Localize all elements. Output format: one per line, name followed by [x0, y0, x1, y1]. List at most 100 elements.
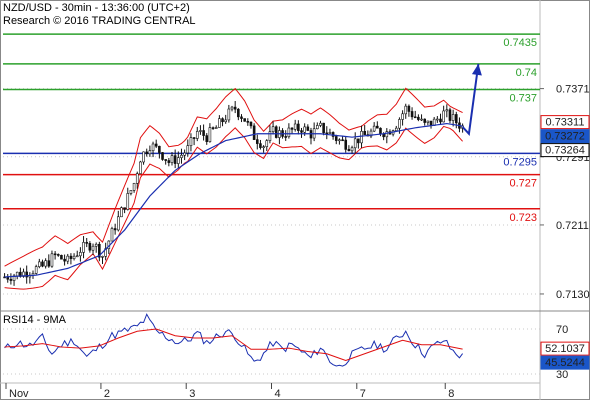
levels: 0.7435 0.74 0.737 0.7295 0.727 0.723 [3, 33, 540, 224]
price-badge-label: 0.73272 [545, 131, 585, 143]
rsi-tick-label: 70 [556, 324, 568, 336]
candle-body [69, 255, 73, 259]
candle-body [379, 127, 382, 135]
candle-body [442, 110, 445, 123]
candle-body [148, 150, 152, 155]
candle-body [410, 111, 414, 118]
candle-body [341, 139, 344, 142]
candle-body [183, 152, 186, 156]
candle-body [116, 216, 120, 231]
x-tick-label: Nov [9, 388, 29, 400]
candle-body [265, 140, 269, 147]
bollinger-bands [4, 87, 463, 290]
candle-body [173, 155, 177, 164]
candle-body [53, 253, 57, 256]
candle-body [221, 118, 224, 123]
candle-body [454, 114, 458, 124]
candle-body [88, 242, 92, 251]
candle-body [306, 126, 310, 131]
candle-body [139, 161, 142, 174]
candle-body [325, 132, 329, 135]
x-tick-labels: Nov 2 3 4 7 8 [5, 383, 454, 400]
candle-body [113, 228, 117, 231]
candle-body [214, 127, 218, 129]
candle-body [331, 132, 335, 137]
candle-body [145, 151, 149, 155]
candle-body [47, 260, 51, 267]
candle-body [82, 242, 85, 253]
candle-body [300, 130, 303, 133]
candle-body [167, 160, 171, 163]
candle-body [401, 113, 404, 120]
projection-line [461, 63, 480, 137]
candle-body [161, 152, 164, 160]
candle-body [25, 271, 28, 278]
candle-body [101, 256, 104, 258]
candle-body [224, 119, 227, 123]
candle-body [41, 261, 44, 267]
level-label: 0.7295 [503, 156, 537, 168]
candle-body [120, 207, 123, 218]
candle-body [72, 255, 76, 259]
candle-body [293, 123, 297, 130]
price-tick-label: 0.7130 [556, 289, 590, 301]
candle-body [151, 143, 155, 152]
candle-body [439, 118, 442, 123]
candle-body [319, 122, 322, 126]
candle-body [394, 127, 398, 131]
candle-body [50, 253, 54, 267]
price-badge [540, 115, 590, 130]
level-label: 0.727 [509, 178, 537, 190]
candle-body [60, 254, 63, 260]
candle-body [423, 118, 427, 123]
moving-average [4, 122, 463, 278]
candle-body [211, 127, 215, 129]
candle-body [94, 243, 98, 247]
candle-body [350, 147, 354, 152]
candle-body [369, 130, 373, 137]
candle-body [363, 130, 366, 135]
candle-body [38, 261, 41, 267]
candle-body [79, 252, 82, 257]
price-badge-label: 0.73264 [545, 145, 585, 157]
price-badge [540, 143, 590, 158]
candle-body [407, 105, 411, 112]
x-tick-label: 4 [275, 388, 281, 400]
candle-body [357, 138, 360, 144]
candle-body [189, 137, 193, 146]
rsi-series-line [4, 328, 463, 362]
candle-body [180, 154, 183, 158]
candle-body [360, 130, 363, 144]
candle-body [372, 125, 376, 132]
price-grid [3, 88, 540, 295]
x-tick-label: 8 [448, 388, 454, 400]
price-tick-label: 0.7371 [556, 84, 590, 96]
candle-body [142, 151, 145, 163]
candle-body [385, 131, 389, 138]
candle-body [63, 258, 66, 262]
candle-body [98, 243, 101, 258]
candle-body [287, 127, 291, 138]
candle-body [268, 131, 272, 141]
upper-band [4, 87, 463, 267]
candle-body [75, 255, 79, 258]
candle-body [237, 108, 240, 118]
candle-body [135, 173, 139, 184]
candle-body [56, 254, 60, 256]
candle-body [249, 121, 253, 127]
candle-body [376, 125, 379, 129]
candle-body [448, 109, 452, 121]
rsi-tick-label: 30 [556, 369, 568, 381]
candle-body [129, 190, 133, 194]
candle-body [445, 109, 449, 112]
candle-body [199, 130, 202, 132]
candle-body [262, 146, 265, 148]
candle-body [123, 207, 126, 210]
candle-body [202, 130, 205, 136]
candle-body [230, 106, 234, 110]
candles [3, 101, 464, 286]
candle-body [436, 118, 439, 121]
chart-title: NZD/USD - 30min - 13:36:00 (UTC+2) [3, 2, 190, 14]
candle-body [240, 116, 243, 119]
